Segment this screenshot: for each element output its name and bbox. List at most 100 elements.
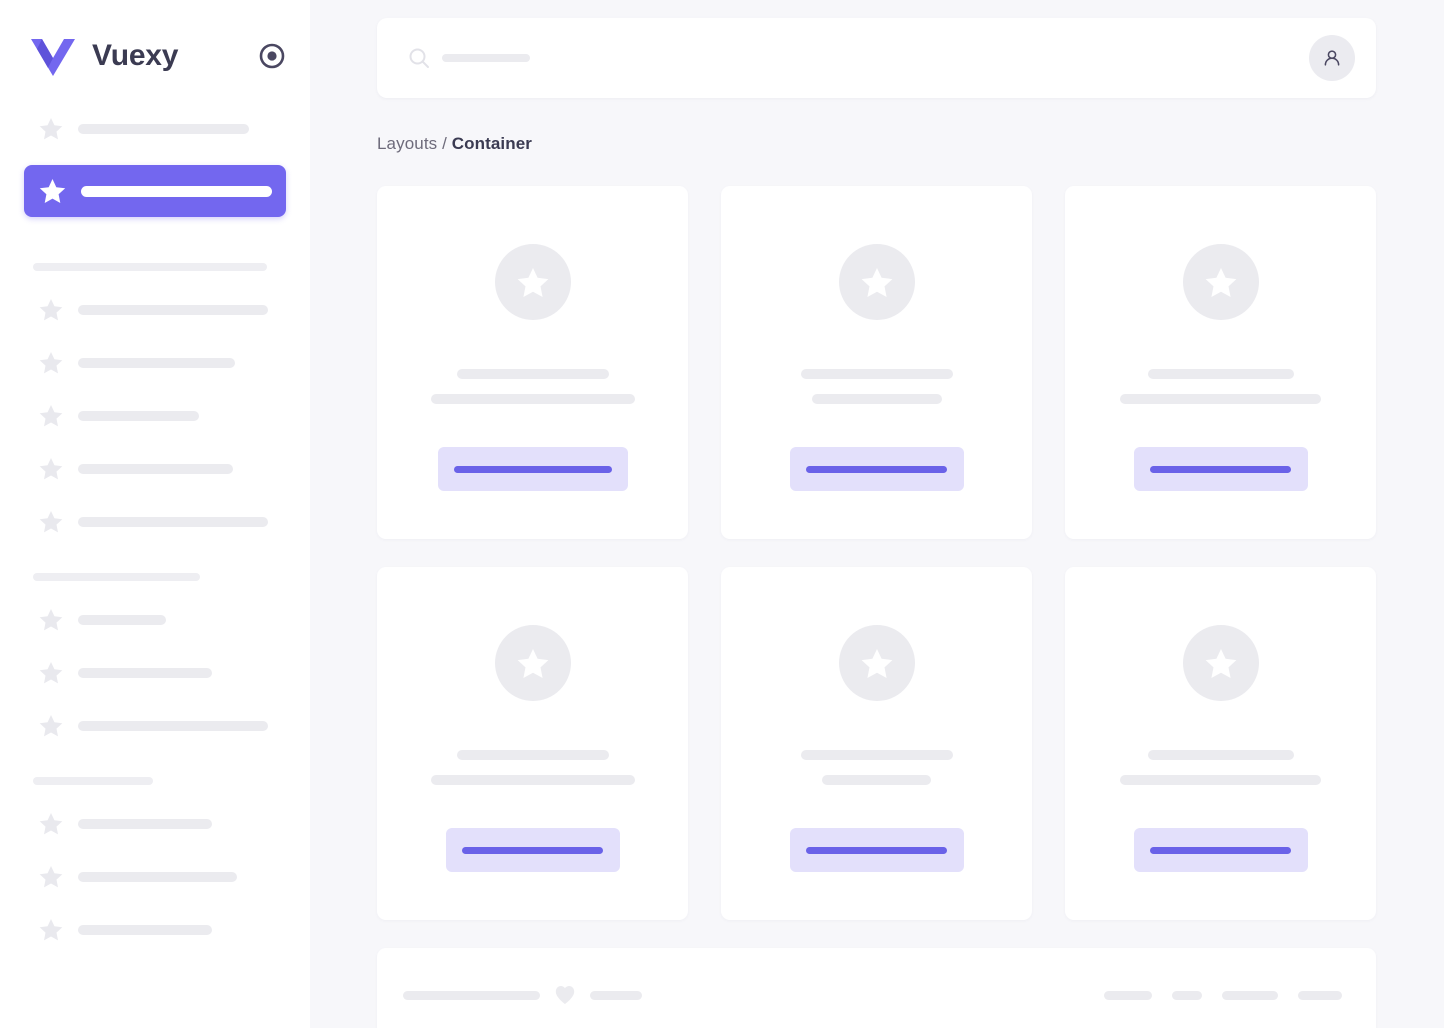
star-icon	[38, 660, 64, 686]
sidebar: Vuexy	[0, 0, 310, 1028]
nav-gap	[0, 271, 310, 293]
sidebar-item-1[interactable]	[24, 112, 286, 146]
heart-icon	[554, 984, 576, 1006]
sidebar-item-2-active[interactable]	[24, 165, 286, 217]
card-button-label-skeleton	[462, 846, 603, 854]
card-text-lines	[377, 750, 688, 785]
footer-bar	[377, 948, 1376, 1028]
nav-gap	[0, 217, 310, 263]
nav-group-3	[0, 603, 310, 743]
star-icon	[38, 811, 64, 837]
content-card[interactable]	[721, 186, 1032, 539]
star-icon	[38, 116, 64, 142]
card-grid	[377, 186, 1376, 920]
nav-gap	[0, 581, 310, 603]
card-line-2	[430, 775, 635, 785]
card-avatar	[1182, 625, 1259, 701]
nav-group-4	[0, 807, 310, 947]
star-icon	[38, 864, 64, 890]
sidebar-item-label-skeleton	[78, 721, 268, 731]
star-icon	[861, 649, 892, 678]
star-icon	[38, 403, 64, 429]
footer-link-1[interactable]	[1104, 990, 1152, 1000]
star-icon	[38, 350, 64, 376]
card-line-1	[456, 750, 609, 760]
sidebar-item-3[interactable]	[24, 293, 286, 327]
footer-link-4[interactable]	[1298, 990, 1342, 1000]
card-line-1	[1147, 369, 1294, 379]
card-action-button[interactable]	[437, 447, 628, 491]
sidebar-item-label-skeleton	[78, 819, 212, 829]
star-icon	[1205, 268, 1236, 297]
card-avatar	[838, 625, 915, 701]
card-avatar	[1182, 244, 1259, 320]
nav-gap	[0, 743, 310, 777]
sidebar-item-label-skeleton	[78, 124, 249, 134]
breadcrumb-separator: /	[442, 134, 447, 153]
card-line-1	[800, 750, 953, 760]
sidebar-item-4[interactable]	[24, 346, 286, 380]
sidebar-item-label-skeleton	[78, 872, 237, 882]
sidebar-item-label-skeleton	[78, 615, 166, 625]
card-text-lines	[721, 369, 1032, 404]
star-icon	[38, 607, 64, 633]
card-line-2	[1120, 775, 1321, 785]
card-action-button[interactable]	[789, 447, 964, 491]
sidebar-item-13[interactable]	[24, 913, 286, 947]
sidebar-item-5[interactable]	[24, 399, 286, 433]
sidebar-item-9[interactable]	[24, 656, 286, 690]
star-icon	[861, 268, 892, 297]
footer-link-2[interactable]	[1172, 990, 1202, 1000]
avatar[interactable]	[1309, 35, 1355, 81]
search-input[interactable]	[442, 54, 530, 62]
breadcrumb-parent[interactable]: Layouts	[377, 134, 438, 153]
card-button-label-skeleton	[1150, 465, 1291, 473]
star-icon	[38, 917, 64, 943]
card-line-2	[811, 394, 942, 404]
content-card[interactable]	[377, 186, 688, 539]
card-avatar	[494, 625, 571, 701]
nav-group-2	[0, 293, 310, 539]
card-button-label-skeleton	[806, 465, 947, 473]
sidebar-item-7[interactable]	[24, 505, 286, 539]
card-action-button[interactable]	[789, 828, 964, 872]
content-card[interactable]	[1065, 186, 1376, 539]
content-card[interactable]	[721, 567, 1032, 920]
sidebar-item-label-skeleton	[78, 464, 233, 474]
breadcrumb: Layouts / Container	[377, 134, 1376, 154]
vuexy-chevron-logo-icon	[30, 35, 76, 77]
star-icon	[1205, 649, 1236, 678]
star-icon	[517, 649, 548, 678]
card-text-lines	[721, 750, 1032, 785]
sidebar-item-label-skeleton	[78, 305, 268, 315]
breadcrumb-current: Container	[451, 134, 532, 153]
card-action-button[interactable]	[445, 828, 620, 872]
radio-circle-dot-icon[interactable]	[258, 42, 286, 70]
card-line-1	[456, 369, 609, 379]
search-icon[interactable]	[408, 47, 430, 69]
content-card[interactable]	[1065, 567, 1376, 920]
sidebar-item-10[interactable]	[24, 709, 286, 743]
card-line-1	[800, 369, 953, 379]
sidebar-item-label-skeleton	[81, 185, 272, 197]
card-line-2	[430, 394, 635, 404]
card-action-button[interactable]	[1133, 828, 1308, 872]
star-icon	[38, 456, 64, 482]
content-card[interactable]	[377, 567, 688, 920]
nav-section-divider	[33, 263, 267, 271]
star-icon	[38, 713, 64, 739]
footer-copyright-skeleton	[403, 990, 540, 1000]
card-line-2	[1120, 394, 1321, 404]
sidebar-item-6[interactable]	[24, 452, 286, 486]
sidebar-item-8[interactable]	[24, 603, 286, 637]
sidebar-item-11[interactable]	[24, 807, 286, 841]
sidebar-item-label-skeleton	[78, 411, 199, 421]
card-action-button[interactable]	[1133, 447, 1308, 491]
sidebar-item-12[interactable]	[24, 860, 286, 894]
nav-gap	[0, 539, 310, 573]
nav-section-divider	[33, 573, 200, 581]
footer-link-3[interactable]	[1222, 990, 1278, 1000]
brand-header: Vuexy	[0, 0, 310, 112]
nav-gap	[0, 785, 310, 807]
